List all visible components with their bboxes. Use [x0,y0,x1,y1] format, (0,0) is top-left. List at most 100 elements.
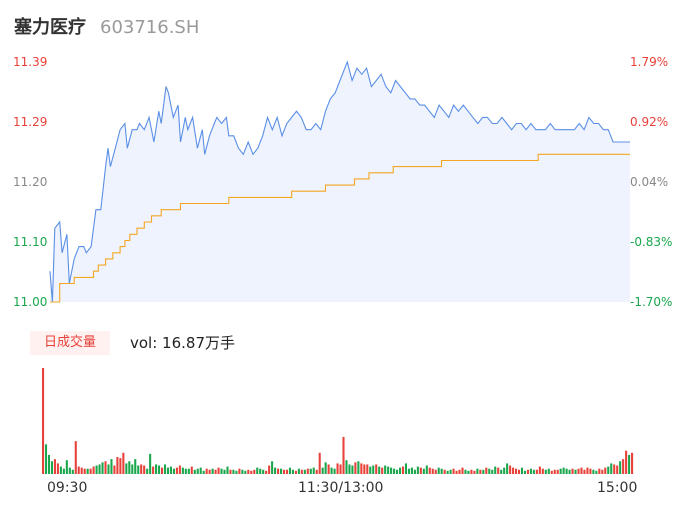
volume-bar [503,467,506,474]
volume-bar [110,459,113,474]
volume-bar [71,469,74,474]
volume-bar [53,459,56,474]
volume-bar [143,465,146,474]
volume-bar [223,469,226,474]
volume-bar [571,468,574,474]
volume-bar [422,468,425,474]
volume-bar [419,467,422,474]
volume-bar [149,453,152,474]
volume-bar [461,467,464,474]
y-tick-label-left: 11.10 [13,235,47,249]
volume-bar [92,466,95,474]
volume-bar [631,452,634,474]
volume-bar [131,464,134,474]
volume-bar [122,452,125,474]
volume-bar [152,466,155,474]
volume-bar [291,469,294,474]
time-tick-mid: 11:30/13:00 [298,480,384,496]
volume-tab[interactable]: 日成交量 [30,331,110,355]
volume-bar [401,466,405,474]
volume-bar [184,468,187,474]
volume-bar [158,465,161,474]
volume-bar [166,467,170,474]
y-tick-label-right: 1.79% [630,55,668,69]
volume-bar [440,468,443,474]
volume-bar [523,470,527,474]
volume-bar [128,461,131,474]
volume-bar [220,468,223,474]
volume-bar [306,468,309,474]
volume-bar [610,463,613,474]
volume-prefix: vol: [130,334,163,352]
volume-bar [277,468,280,474]
volume-bar [253,469,256,474]
volume-bar [449,469,452,474]
stock-header: 塞力医疗 603716.SH [14,13,199,39]
volume-bar [232,469,235,474]
volume-bar [208,469,211,474]
volume-bar [181,467,184,474]
volume-bar [285,469,289,474]
volume-bar [512,467,515,474]
volume-bar [616,465,619,474]
volume-bar [482,469,485,474]
y-tick-label-left: 11.39 [13,55,47,69]
volume-bar [515,468,518,474]
volume-bar [601,469,604,474]
volume-bar [535,469,538,474]
volume-bar [351,465,354,474]
volume-bar [547,468,550,474]
volume-bar [428,467,431,474]
volume-bar [134,459,137,474]
volume-bar [434,469,437,474]
volume-bar [119,458,122,474]
volume-bar [268,465,271,474]
volume-bar [404,463,408,474]
volume-bar [101,462,104,474]
volume-bar [196,468,199,474]
volume-bar [259,468,262,474]
volume-bar [160,467,164,474]
volume-bar [559,468,562,474]
volume-bar [279,468,283,474]
volume-bar [256,467,259,474]
volume-bar [86,468,89,474]
average-line [50,153,630,303]
volume-bar [202,470,205,474]
volume-bar [586,467,589,474]
volume-bar [339,464,342,474]
volume-bar [95,465,98,474]
volume-bar [384,465,387,474]
volume-bar [315,469,318,474]
volume-readout: vol: 16.87万手 [130,331,235,355]
volume-bar [553,469,556,474]
volume-bar [425,465,428,474]
volume-bar [348,464,351,474]
y-tick-label-left: 11.00 [13,295,47,309]
time-tick-start: 09:30 [47,480,88,496]
volume-bar [416,466,419,474]
volume-bar [622,459,625,474]
volume-bar [62,468,65,474]
volume-bar [396,469,399,474]
volume-bar [598,468,601,474]
volume-bar [244,470,247,474]
volume-bar [479,469,482,474]
volume-bar [443,469,446,474]
volume-bar [169,466,172,474]
volume-bar [595,470,598,474]
volume-bar [613,464,616,474]
volume-bar [363,464,366,474]
volume-bar [500,469,503,474]
volume-bar [211,468,214,474]
volume-bar [155,464,158,474]
volume-bar [125,463,128,474]
volume-bar [187,468,190,474]
volume-bar [288,467,291,474]
volume-bar [199,467,202,474]
volume-bar [42,368,45,474]
volume-bar [407,468,410,474]
volume-bar [80,467,83,474]
volume-bar [562,467,565,474]
